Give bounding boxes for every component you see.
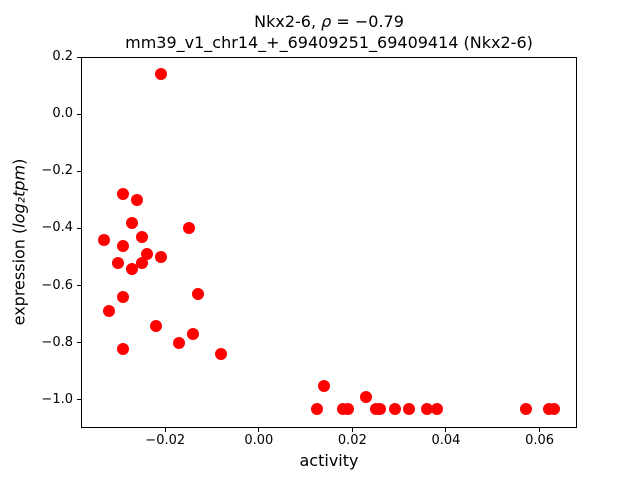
data-point — [360, 391, 373, 404]
y-tick — [77, 113, 81, 115]
data-point — [112, 256, 125, 269]
data-point — [98, 233, 111, 246]
data-point — [421, 402, 434, 415]
data-point — [126, 216, 139, 229]
y-axis-label-prefix: expression ( — [9, 227, 29, 326]
data-point — [215, 348, 228, 361]
x-tick-label: −0.02 — [145, 433, 186, 448]
y-tick-label: −0.4 — [41, 220, 73, 236]
y-tick — [77, 56, 81, 58]
y-axis-label: expression (log₂tpm) — [10, 159, 29, 326]
x-tick-label: 0.00 — [244, 433, 274, 448]
y-tick-label: −0.8 — [41, 334, 73, 350]
y-tick — [77, 227, 81, 229]
x-tick — [258, 428, 260, 432]
data-point — [318, 379, 331, 392]
data-point — [103, 305, 116, 318]
y-tick-label: 0.2 — [52, 49, 73, 64]
data-point — [430, 402, 443, 415]
x-tick — [164, 428, 166, 432]
data-point — [117, 291, 130, 304]
data-point — [135, 231, 148, 244]
y-tick-label: −0.2 — [41, 163, 73, 179]
data-point — [117, 342, 130, 355]
chart-title-prefix: Nkx2-6, — [254, 12, 322, 31]
x-tick-label: 0.04 — [431, 433, 461, 448]
data-point — [131, 193, 144, 206]
data-point — [341, 402, 354, 415]
y-tick — [77, 399, 81, 401]
data-point — [135, 256, 148, 269]
x-axis-label: activity — [299, 451, 359, 470]
x-tick — [539, 428, 541, 432]
y-tick-label: −1.0 — [41, 391, 73, 407]
data-point — [547, 402, 560, 415]
x-tick-label: 0.02 — [337, 433, 367, 448]
data-point — [149, 319, 162, 332]
data-point — [388, 402, 401, 415]
chart-title: Nkx2-6, ρ = −0.79 — [81, 12, 577, 32]
y-tick — [77, 285, 81, 287]
x-tick — [445, 428, 447, 432]
data-point — [374, 402, 387, 415]
data-point — [173, 336, 186, 349]
rho-symbol: ρ — [321, 12, 332, 31]
chart-subtitle: mm39_v1_chr14_+_69409251_69409414 (Nkx2-… — [125, 33, 533, 52]
chart-title-suffix: = −0.79 — [331, 12, 404, 31]
plot-area — [81, 57, 577, 428]
y-tick — [77, 170, 81, 172]
data-point — [311, 402, 324, 415]
y-tick-label: −0.6 — [41, 277, 73, 293]
data-point — [191, 288, 204, 301]
data-point — [402, 402, 415, 415]
data-point — [182, 222, 195, 235]
y-tick-label: 0.0 — [52, 106, 73, 122]
data-point — [117, 239, 130, 252]
x-tick-label: 0.06 — [525, 433, 555, 448]
data-point — [117, 188, 130, 201]
data-point — [519, 402, 532, 415]
data-point — [154, 251, 167, 264]
y-tick — [77, 342, 81, 344]
x-tick — [351, 428, 353, 432]
data-point — [187, 328, 200, 341]
data-point — [154, 68, 167, 81]
data-point — [126, 262, 139, 275]
